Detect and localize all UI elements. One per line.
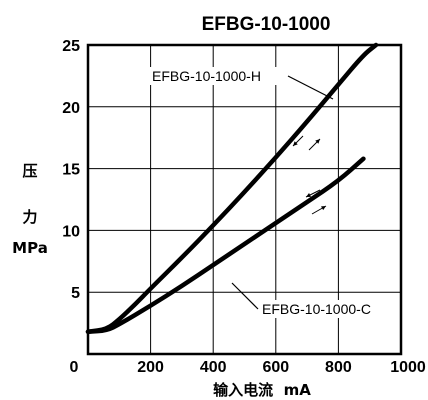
chart-title: EFBG-10-1000 [202, 14, 331, 35]
plot-frame [86, 43, 403, 356]
data-curves [85, 42, 379, 335]
x-tick-label-1: 200 [137, 359, 164, 376]
y-tick-label-2: 15 [62, 162, 80, 179]
x-tick-label-2: 400 [200, 359, 227, 376]
annotation-leader-0 [287, 75, 334, 100]
y-axis-label-2: 力 [22, 208, 37, 226]
y-axis-label-3: MPa [12, 239, 48, 257]
series-line-gap-1 [87, 158, 364, 333]
series-annotation-0: EFBG-10-1000-H [152, 68, 261, 84]
x-axis-label: 输入电流 mA [213, 381, 311, 399]
annotations: EFBG-10-1000-H EFBG-10-1000-C [148, 67, 398, 318]
annotation-bg-1 [258, 300, 398, 318]
annotation-leader-1 [231, 282, 259, 310]
series-line-0 [85, 42, 379, 335]
y-tick-label-0: 5 [71, 285, 80, 302]
y-tick-label-4: 25 [62, 38, 80, 55]
x-tick-label-0: 0 [70, 359, 79, 376]
y-axis-label-1: 压 [22, 162, 37, 180]
direction-arrowhead-0 [293, 141, 298, 146]
y-tick-label-1: 10 [62, 223, 80, 240]
direction-arrowhead-1 [315, 139, 320, 144]
y-tick-label-3: 20 [62, 100, 80, 117]
series-line-gap-0 [87, 44, 377, 333]
annotation-bg-0 [148, 67, 288, 85]
y-tick-labels: 5 10 15 20 25 [62, 38, 80, 302]
series-annotation-1: EFBG-10-1000-C [262, 301, 371, 317]
direction-arrowhead-2 [306, 193, 311, 197]
grid-lines [88, 45, 401, 354]
x-tick-label-3: 600 [262, 359, 289, 376]
direction-arrowhead-3 [321, 206, 326, 211]
x-tick-labels: 0 200 400 600 800 1000 [70, 359, 426, 376]
x-tick-label-4: 800 [325, 359, 352, 376]
x-tick-label-5: 1000 [390, 359, 426, 376]
